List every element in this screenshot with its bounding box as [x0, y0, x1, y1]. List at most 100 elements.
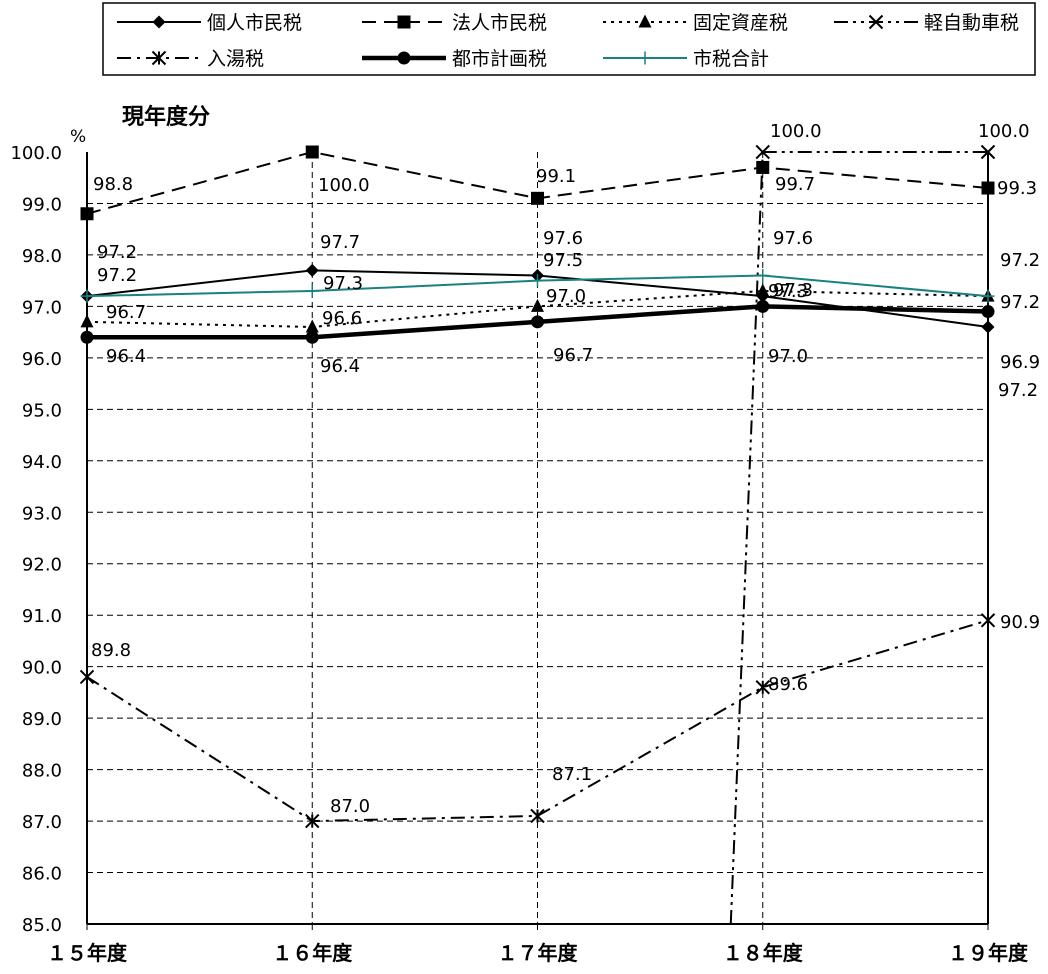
data-label: 89.6 — [768, 674, 808, 695]
series-line — [86, 289, 989, 328]
data-label: 97.6 — [543, 228, 583, 249]
data-point — [755, 680, 770, 695]
data-point — [305, 319, 319, 333]
data-label: 97.6 — [773, 228, 813, 249]
y-tick-label: 86.0 — [22, 864, 62, 885]
y-tick-label: 93.0 — [22, 503, 62, 524]
data-point — [531, 274, 544, 288]
data-label: 97.0 — [546, 286, 586, 307]
data-point — [981, 181, 995, 195]
y-tick-label: 99.0 — [22, 194, 62, 215]
data-label: 96.4 — [320, 356, 360, 377]
data-point — [980, 144, 996, 160]
data-point — [531, 298, 544, 312]
data-label: 87.0 — [330, 796, 370, 817]
data-label: 97.2 — [97, 242, 137, 263]
data-point — [638, 51, 652, 65]
data-point — [397, 51, 411, 65]
data-point — [305, 263, 319, 277]
y-tick-label: 88.0 — [22, 761, 62, 782]
y-tick-label: 90.0 — [22, 658, 62, 679]
data-label: 97.3 — [773, 280, 813, 301]
data-label: 97.2 — [998, 380, 1038, 401]
legend-item: 入湯税 — [117, 48, 264, 70]
legend-item: 固定資産税 — [603, 12, 788, 34]
data-label: 96.4 — [106, 346, 146, 367]
data-point — [638, 14, 652, 28]
grid — [86, 152, 989, 925]
legend-label: 都市計画税 — [452, 48, 547, 70]
data-label: 96.6 — [322, 308, 362, 329]
data-label: 97.2 — [97, 265, 137, 286]
data-label: 90.9 — [1000, 612, 1040, 633]
data-point — [981, 289, 995, 303]
series-line-segment — [729, 151, 764, 925]
data-label: 97.7 — [320, 232, 360, 253]
data-point — [80, 289, 94, 303]
data-label: 96.7 — [553, 345, 593, 366]
data-label: 97.2 — [1000, 250, 1040, 271]
legend-label: 個人市民税 — [207, 12, 302, 34]
data-label: 100.0 — [770, 121, 822, 142]
data-label: 89.8 — [91, 640, 131, 661]
data-label: 87.1 — [552, 764, 592, 785]
data-label: 97.3 — [323, 273, 363, 294]
data-label: 97.5 — [543, 250, 583, 271]
chart-title: 現年度分 — [122, 104, 210, 130]
legend-label: 軽自動車税 — [924, 12, 1019, 34]
data-point — [531, 315, 544, 329]
data-point — [151, 50, 167, 66]
legend-item: 軽自動車税 — [834, 12, 1019, 34]
data-point — [79, 669, 95, 685]
data-point — [80, 314, 94, 328]
data-point — [305, 284, 319, 298]
data-point — [80, 207, 94, 221]
legend-item: 法人市民税 — [362, 12, 547, 34]
data-label: 100.0 — [978, 121, 1030, 142]
y-axis-unit: % — [70, 127, 86, 147]
data-label: 97.0 — [768, 346, 808, 367]
legend-box — [102, 2, 1036, 76]
legend-label: 市税合計 — [693, 48, 769, 70]
data-labels: 97.2 97.7 97.6 97.6 97.2 98.8 100.0 99.1 99.7 99.… — [91, 121, 1040, 817]
data-label: 96.9 — [1000, 352, 1040, 373]
data-point — [981, 305, 995, 319]
data-point — [756, 269, 770, 283]
legend-label: 入湯税 — [207, 48, 264, 70]
y-tick-label: 94.0 — [22, 452, 62, 473]
y-axis: 85.0 86.0 87.0 88.0 89.0 90.0 91.0 92.0 93.0 94.0… — [10, 143, 62, 936]
x-tick-label: １９年度 — [948, 941, 1029, 965]
legend-item: 都市計画税 — [362, 48, 547, 70]
data-point — [756, 299, 770, 313]
data-point — [756, 160, 770, 174]
data-label: 98.8 — [93, 174, 133, 195]
plot-area — [79, 144, 996, 925]
data-point — [531, 191, 544, 205]
y-tick-label: 85.0 — [22, 915, 62, 936]
series-line — [86, 619, 989, 823]
y-tick-label: 87.0 — [22, 812, 62, 833]
data-point — [981, 320, 995, 334]
x-tick-label: １８年度 — [723, 941, 804, 965]
legend-label: 固定資産税 — [693, 12, 788, 34]
y-tick-label: 92.0 — [22, 555, 62, 576]
y-tick-label: 91.0 — [22, 606, 62, 627]
legend-item: 市税合計 — [603, 48, 769, 70]
y-tick-label: 96.0 — [22, 349, 62, 370]
y-tick-label: 89.0 — [22, 709, 62, 730]
data-label: 99.3 — [997, 178, 1037, 199]
y-tick-label: 95.0 — [22, 400, 62, 421]
x-tick-label: １７年度 — [498, 941, 579, 965]
x-axis: １５年度 １６年度 １７年度 １８年度 １９年度 — [47, 924, 1029, 965]
data-point — [868, 14, 884, 30]
data-point — [530, 808, 545, 824]
data-label: 99.7 — [775, 174, 815, 195]
data-point — [80, 330, 94, 344]
data-label: 97.2 — [1000, 292, 1040, 313]
y-tick-label: 97.0 — [22, 297, 62, 318]
data-point — [756, 283, 770, 297]
data-label: 96.7 — [106, 302, 146, 323]
data-label: 97.3 — [768, 281, 808, 302]
